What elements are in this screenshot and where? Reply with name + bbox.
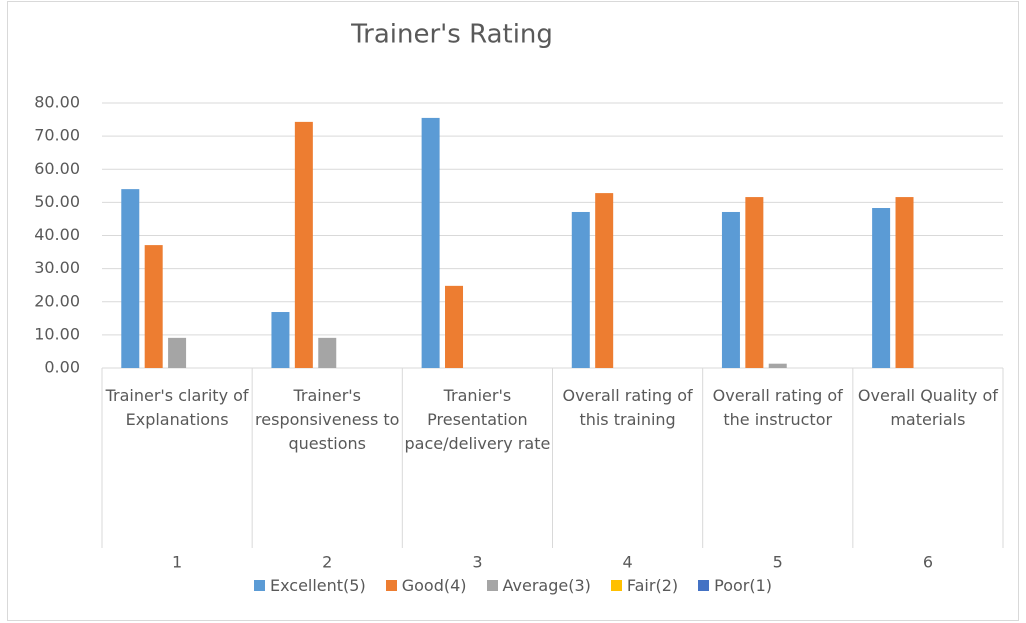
x-group-label: 3 <box>472 553 482 572</box>
x-tick-label: Tranier's Presentation pace/delivery rat… <box>404 386 551 453</box>
bar <box>271 312 290 368</box>
y-tick-label: 30.00 <box>34 258 80 277</box>
y-tick-label: 70.00 <box>34 126 80 145</box>
bar <box>121 189 140 368</box>
x-group-label: 5 <box>773 553 783 572</box>
x-tick-label: Overall Quality of materials <box>857 386 998 429</box>
legend: Excellent(5) Good(4) Average(3) Fair(2) Poor… <box>0 576 1026 595</box>
bar <box>421 117 440 368</box>
x-group-label: 6 <box>923 553 933 572</box>
y-tick-label: 0.00 <box>44 358 80 377</box>
bar <box>571 211 590 368</box>
legend-swatch <box>253 580 265 591</box>
x-tick-label: Trainer's responsiveness to questions <box>255 386 400 453</box>
y-tick-label: 10.00 <box>34 324 80 343</box>
legend-label: Fair(2) <box>626 576 679 595</box>
y-tick-label: 40.00 <box>34 225 80 244</box>
y-tick-label: 80.00 <box>34 93 80 112</box>
x-group-label: 1 <box>172 553 182 572</box>
legend-swatch <box>486 580 498 591</box>
bar <box>768 363 787 368</box>
bar <box>144 245 163 368</box>
bar <box>168 337 187 368</box>
legend-item: Excellent(5) <box>253 576 366 595</box>
chart-title: Trainer's Rating <box>350 20 553 50</box>
y-tick-label: 20.00 <box>34 291 80 310</box>
legend-label: Average(3) <box>502 576 591 595</box>
x-tick-label: Overall rating of the instructor <box>712 386 843 429</box>
legend-item: Average(3) <box>486 576 591 595</box>
x-tick-label: Trainer's clarity of Explanations <box>105 386 249 429</box>
legend-item: Fair(2) <box>610 576 679 595</box>
legend-swatch <box>385 580 397 591</box>
bar <box>445 285 464 368</box>
bar <box>721 211 740 368</box>
bar <box>595 193 614 368</box>
legend-label: Excellent(5) <box>269 576 366 595</box>
bar <box>294 121 313 368</box>
legend-swatch <box>698 580 710 591</box>
chart-border <box>7 1 1019 621</box>
bar <box>745 197 764 368</box>
legend-label: Good(4) <box>401 576 467 595</box>
y-tick-label: 50.00 <box>34 192 80 211</box>
x-group-label: 4 <box>622 553 632 572</box>
x-group-label: 2 <box>322 553 332 572</box>
x-tick-label: Overall rating of this training <box>562 386 693 429</box>
bar <box>318 337 337 368</box>
bar <box>872 208 891 368</box>
legend-swatch <box>610 580 622 591</box>
legend-label: Poor(1) <box>714 576 773 595</box>
legend-item: Good(4) <box>385 576 467 595</box>
legend-item: Poor(1) <box>698 576 772 595</box>
bar <box>895 197 914 368</box>
y-tick-label: 60.00 <box>34 159 80 178</box>
